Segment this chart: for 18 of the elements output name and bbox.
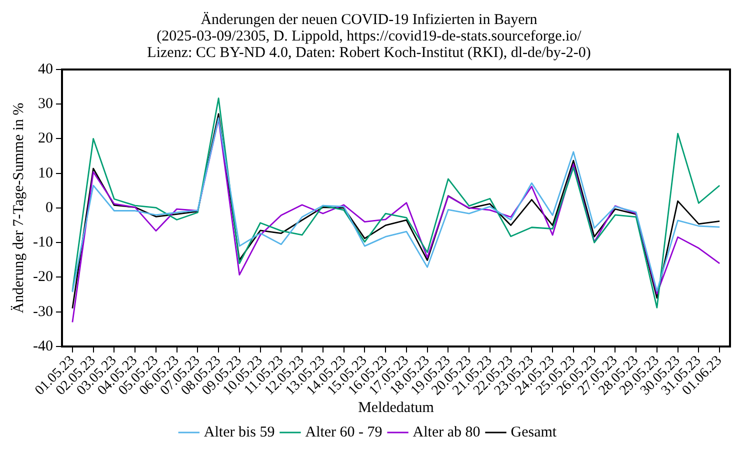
legend-label: Gesamt [510,424,558,440]
y-tick-label: 0 [45,200,53,216]
legend-label: Alter 60 - 79 [305,424,382,440]
y-tick-label: -30 [32,304,53,320]
y-tick-label: -10 [32,234,53,251]
y-tick-label: 20 [38,130,53,147]
x-axis-title: Meldedatum [358,400,434,416]
text: Lizenz: CC BY-ND 4.0, Daten: Robert Koch-Institut (RKI), dl-de/by-2-0) [147,45,591,62]
legend-label: Alter ab 80 [412,424,480,440]
y-axis-title: Änderung der 7-Tage-Summe in % [10,102,27,314]
y-tick-label: 30 [38,96,53,112]
y-tick-label: 10 [38,165,53,182]
y-tick-label: 40 [38,61,53,78]
y-tick-label: -20 [32,269,53,286]
text: (2025-03-09/2305, D. Lippold, https://covid19-de-stats.sourceforge.io/ [156,28,582,45]
y-tick-label: -40 [32,338,53,354]
text: Änderungen der neuen COVID-19 Infizierten in Bayern [200,12,538,28]
legend-label: Alter bis 59 [204,424,275,440]
